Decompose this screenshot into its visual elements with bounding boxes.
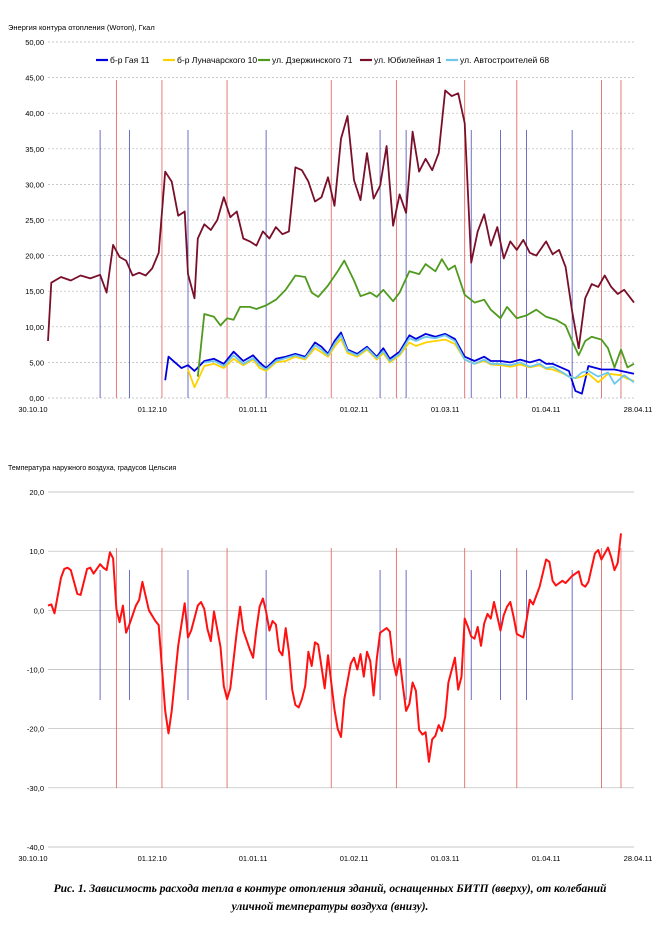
y-tick-label: 20,0: [29, 488, 44, 497]
temperature-series: [47, 533, 622, 763]
temperature-chart-title: Температура наружного воздуха, градусов …: [8, 465, 176, 472]
energy-chart: Энергия контура отопления (Wотоп), Гкал …: [8, 23, 652, 414]
y-tick-label: 10,00: [25, 323, 44, 332]
energy-gridlines: [48, 41, 634, 399]
energy-marker-lines: [99, 80, 622, 398]
energy-chart-title: Энергия контура отопления (Wотоп), Гкал: [8, 23, 155, 32]
y-tick-label: 30,00: [25, 180, 44, 189]
y-tick-label: 0,00: [29, 394, 44, 403]
series-line-0: [164, 331, 635, 395]
y-tick-label: 20,00: [25, 252, 44, 261]
y-tick-label: -10,0: [27, 666, 44, 675]
y-tick-label: 10,0: [29, 547, 44, 556]
figure: Энергия контура отопления (Wотоп), Гкал …: [8, 23, 652, 863]
energy-series: [47, 89, 635, 395]
caption-line-1: Рис. 1. Зависимость расхода тепла в конт…: [53, 883, 607, 895]
x-tick-label: 01.03.11: [431, 405, 460, 414]
y-tick-label: -20,0: [27, 725, 44, 734]
y-tick-label: 45,00: [25, 74, 44, 83]
series-line-4: [204, 334, 635, 385]
temperature-gridlines: [48, 491, 634, 848]
y-tick-label: 15,00: [25, 287, 44, 296]
x-tick-label: 01.04.11: [532, 405, 561, 414]
caption-line-2: уличной температуры воздуха (внизу).: [231, 901, 429, 913]
series-line-2: [196, 258, 635, 377]
x-tick-label: 30.10.10: [18, 854, 47, 863]
x-tick-label: 01.12.10: [138, 854, 167, 863]
x-tick-label: 01.02.11: [340, 854, 369, 863]
series-line-0: [47, 533, 622, 763]
legend-label-4: ул. Автостроителей 68: [460, 55, 549, 65]
series-line-1: [187, 338, 635, 389]
x-tick-label: 01.03.11: [431, 854, 460, 863]
temperature-y-ticks: -40,0 -30,0 -20,0 -10,0 0,0 10,0 20,0: [27, 488, 44, 852]
temperature-x-ticks: 30.10.10 01.12.10 01.01.11 01.02.11 01.03.11…: [18, 854, 652, 863]
y-tick-label: 50,00: [25, 38, 44, 47]
energy-x-ticks: 30.10.10 01.12.10 01.01.11 01.02.11 01.03.11…: [18, 405, 652, 414]
energy-legend: б-р Гая 11 б-р Луначарского 10 ул. Дзержин…: [96, 55, 549, 65]
y-tick-label: -30,0: [27, 784, 44, 793]
legend-label-3: ул. Юбилейная 1: [374, 55, 442, 65]
y-tick-label: 35,00: [25, 145, 44, 154]
x-tick-label: 01.01.11: [239, 405, 268, 414]
x-tick-label: 01.02.11: [340, 405, 369, 414]
y-tick-label: 25,00: [25, 216, 44, 225]
y-tick-label: -40,0: [27, 843, 44, 852]
legend-label-1: б-р Луначарского 10: [177, 55, 257, 65]
legend-label-0: б-р Гая 11: [110, 55, 150, 65]
x-tick-label: 01.04.11: [532, 854, 561, 863]
x-tick-label: 28.04.11: [624, 405, 653, 414]
x-tick-label: 28.04.11: [624, 854, 653, 863]
temperature-chart: Температура наружного воздуха, градусов …: [8, 465, 652, 863]
x-tick-label: 01.12.10: [138, 405, 167, 414]
figure-caption: Рис. 1. Зависимость расхода тепла в конт…: [0, 880, 660, 916]
series-line-3: [47, 89, 635, 350]
temperature-marker-lines: [99, 548, 622, 788]
y-tick-label: 40,00: [25, 109, 44, 118]
energy-y-ticks: 0,00 5,00 10,00 15,00 20,00 25,00 30,00 35,00 40…: [25, 38, 44, 403]
legend-label-2: ул. Дзержинского 71: [272, 55, 353, 65]
y-tick-label: 0,0: [34, 606, 44, 615]
y-tick-label: 5,00: [29, 358, 44, 367]
x-tick-label: 30.10.10: [18, 405, 47, 414]
x-tick-label: 01.01.11: [239, 854, 268, 863]
